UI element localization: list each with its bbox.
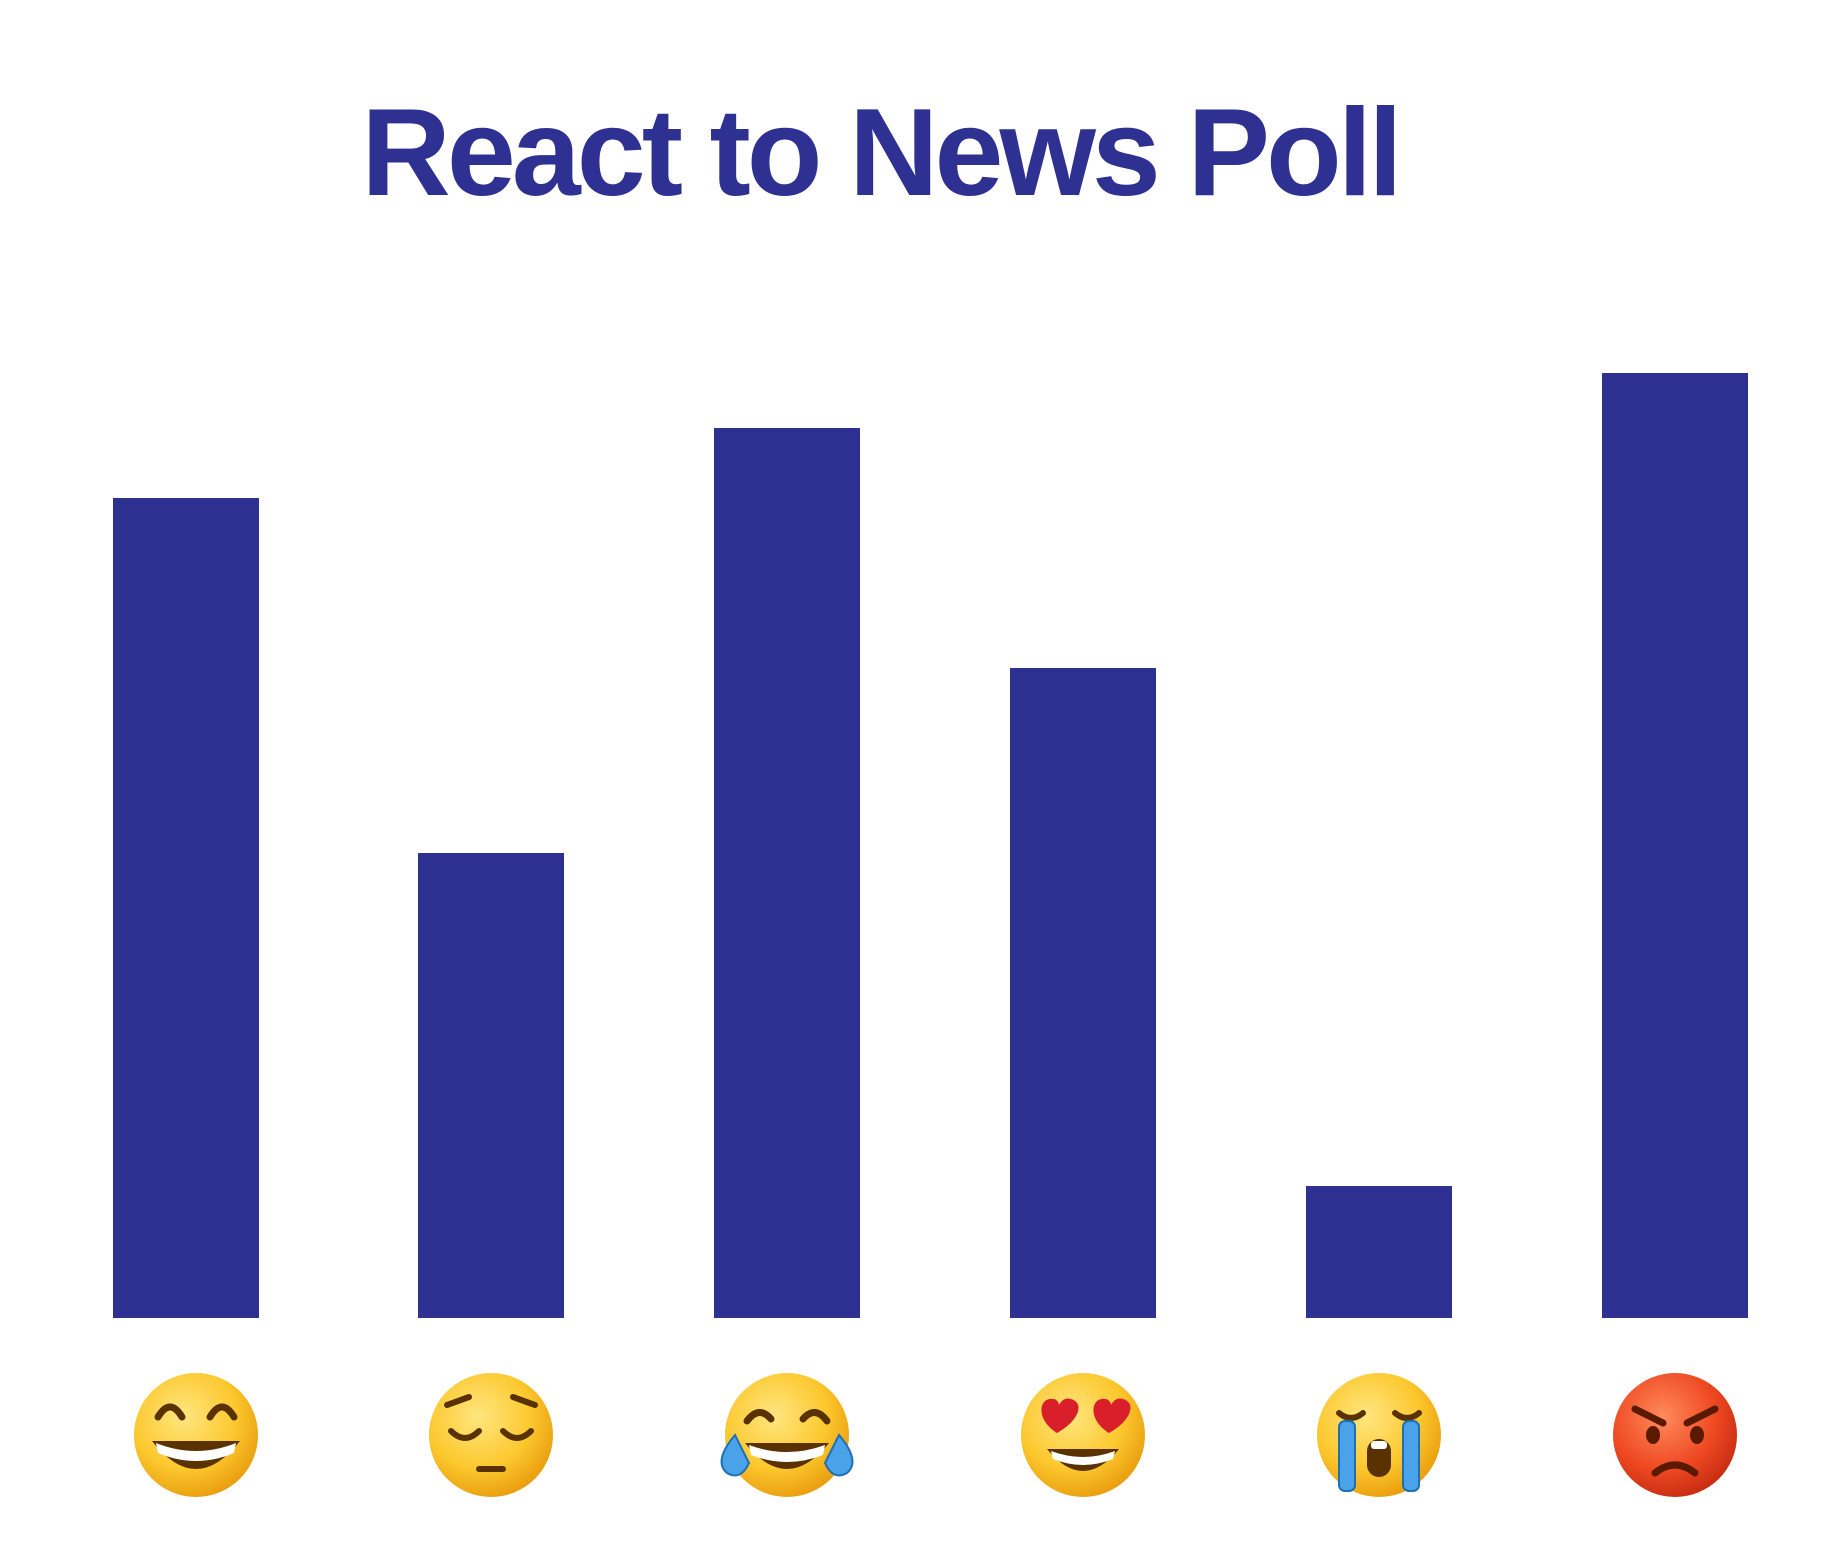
bar-loudly-crying-face (1306, 1186, 1452, 1318)
loudly-crying-face-icon (1317, 1373, 1441, 1497)
bars-group (113, 373, 1748, 1318)
bar-tears-of-joy-face (714, 428, 860, 1318)
bar-angry-face (1602, 373, 1748, 1318)
pensive-face-icon (429, 1373, 553, 1497)
bar-grinning-face (113, 498, 259, 1318)
grinning-face-icon (134, 1373, 258, 1497)
category-icons (134, 1373, 1737, 1497)
tears-of-joy-face-icon (720, 1373, 854, 1497)
angry-face-icon (1613, 1373, 1737, 1497)
bar-pensive-face (418, 853, 564, 1318)
heart-eyes-face-icon (1021, 1373, 1145, 1497)
chart-title: React to News Poll (361, 84, 1398, 222)
bar-heart-eyes-face (1010, 668, 1156, 1318)
